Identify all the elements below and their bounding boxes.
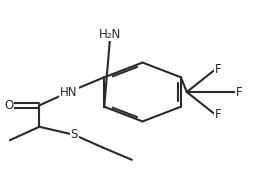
Text: O: O bbox=[4, 99, 13, 112]
Text: F: F bbox=[215, 108, 222, 121]
Text: F: F bbox=[215, 63, 222, 76]
Text: H₂N: H₂N bbox=[99, 27, 121, 40]
Text: S: S bbox=[70, 128, 78, 141]
Text: HN: HN bbox=[60, 86, 78, 98]
Text: F: F bbox=[236, 86, 243, 98]
